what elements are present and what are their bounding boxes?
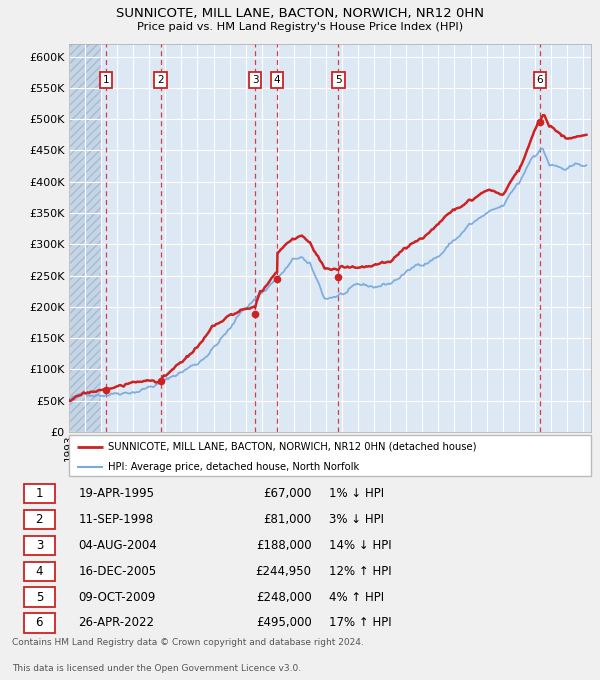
Text: £81,000: £81,000 — [263, 513, 311, 526]
Bar — [69, 44, 101, 432]
Text: 2: 2 — [157, 75, 164, 85]
FancyBboxPatch shape — [23, 484, 55, 503]
Text: 5: 5 — [335, 75, 341, 85]
Text: 14% ↓ HPI: 14% ↓ HPI — [329, 539, 391, 552]
Text: £248,000: £248,000 — [256, 590, 311, 604]
FancyBboxPatch shape — [23, 510, 55, 529]
Text: SUNNICOTE, MILL LANE, BACTON, NORWICH, NR12 0HN (detached house): SUNNICOTE, MILL LANE, BACTON, NORWICH, N… — [108, 441, 476, 452]
FancyBboxPatch shape — [23, 613, 55, 632]
FancyBboxPatch shape — [69, 435, 591, 476]
Text: £244,950: £244,950 — [256, 564, 311, 578]
Text: 1: 1 — [103, 75, 109, 85]
FancyBboxPatch shape — [23, 536, 55, 555]
Text: 2: 2 — [35, 513, 43, 526]
Text: SUNNICOTE, MILL LANE, BACTON, NORWICH, NR12 0HN: SUNNICOTE, MILL LANE, BACTON, NORWICH, N… — [116, 7, 484, 20]
Text: 09-OCT-2009: 09-OCT-2009 — [78, 590, 155, 604]
Text: 4% ↑ HPI: 4% ↑ HPI — [329, 590, 384, 604]
Text: 6: 6 — [536, 75, 543, 85]
Text: 1% ↓ HPI: 1% ↓ HPI — [329, 487, 384, 500]
Text: 16-DEC-2005: 16-DEC-2005 — [78, 564, 157, 578]
Text: 19-APR-1995: 19-APR-1995 — [78, 487, 154, 500]
Text: 3: 3 — [252, 75, 259, 85]
Text: 4: 4 — [274, 75, 280, 85]
Text: 26-APR-2022: 26-APR-2022 — [78, 616, 154, 630]
Text: 04-AUG-2004: 04-AUG-2004 — [78, 539, 157, 552]
Text: 4: 4 — [35, 564, 43, 578]
FancyBboxPatch shape — [23, 562, 55, 581]
Text: 6: 6 — [35, 616, 43, 630]
Text: £188,000: £188,000 — [256, 539, 311, 552]
Text: £67,000: £67,000 — [263, 487, 311, 500]
Text: HPI: Average price, detached house, North Norfolk: HPI: Average price, detached house, Nort… — [108, 462, 359, 472]
Text: 1: 1 — [35, 487, 43, 500]
Text: 3: 3 — [35, 539, 43, 552]
Text: £495,000: £495,000 — [256, 616, 311, 630]
Text: 3% ↓ HPI: 3% ↓ HPI — [329, 513, 384, 526]
Text: 11-SEP-1998: 11-SEP-1998 — [78, 513, 154, 526]
Text: 5: 5 — [35, 590, 43, 604]
Text: 12% ↑ HPI: 12% ↑ HPI — [329, 564, 391, 578]
FancyBboxPatch shape — [23, 588, 55, 607]
Text: 17% ↑ HPI: 17% ↑ HPI — [329, 616, 391, 630]
Text: Price paid vs. HM Land Registry's House Price Index (HPI): Price paid vs. HM Land Registry's House … — [137, 22, 463, 32]
Text: This data is licensed under the Open Government Licence v3.0.: This data is licensed under the Open Gov… — [12, 664, 301, 673]
Text: Contains HM Land Registry data © Crown copyright and database right 2024.: Contains HM Land Registry data © Crown c… — [12, 639, 364, 647]
